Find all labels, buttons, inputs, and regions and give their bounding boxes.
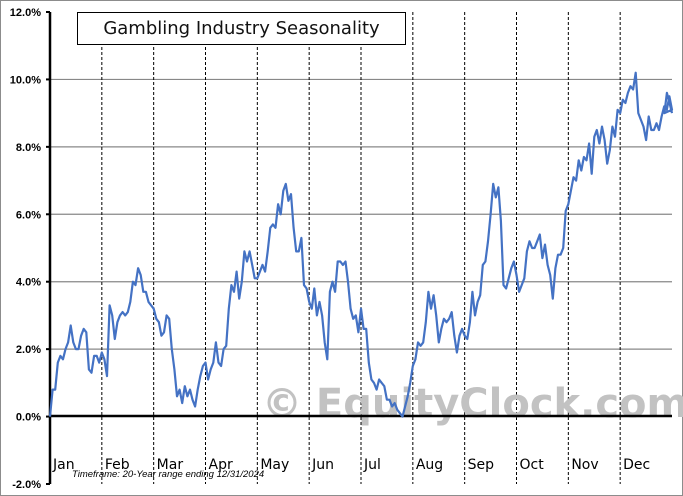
series-line	[48, 71, 674, 418]
month-label: Jul	[363, 457, 381, 473]
month-label: Jan	[52, 457, 75, 473]
y-tick-label: 0.0%	[16, 412, 41, 424]
y-tick-label: 10.0%	[10, 74, 41, 86]
x-axis-month-labels: Jan Feb Mar Apr May Jun Jul Aug Sep Oct Nov Dec	[52, 457, 650, 473]
month-divider-lines	[101, 12, 621, 484]
month-label: Aug	[416, 457, 443, 473]
month-label: Feb	[105, 457, 130, 473]
month-label: Nov	[571, 457, 598, 473]
watermark: © EquityClock.com	[262, 381, 683, 427]
y-tick-label: 12.0%	[10, 7, 41, 19]
month-label: Dec	[623, 457, 650, 473]
month-label: Jun	[311, 457, 334, 473]
y-tick-label: 6.0%	[16, 209, 41, 221]
chart-title: Gambling Industry Seasonality	[77, 12, 406, 45]
month-label: Oct	[520, 457, 545, 473]
month-label: Mar	[157, 457, 184, 473]
month-label: May	[260, 457, 289, 473]
month-label: Apr	[209, 457, 233, 473]
y-tick-label: 2.0%	[16, 344, 41, 356]
y-tick-label: 4.0%	[16, 277, 41, 289]
y-tick-label: -2.0%	[12, 479, 41, 491]
y-tick-label: 8.0%	[16, 142, 41, 154]
month-label: Sep	[468, 457, 495, 473]
timeframe-note: Timeframe: 20-Year range ending 12/31/20…	[72, 469, 264, 480]
y-axis-ticks: 12.0% 10.0% 8.0% 6.0% 4.0% 2.0% 0.0% -2.0%	[10, 7, 50, 491]
